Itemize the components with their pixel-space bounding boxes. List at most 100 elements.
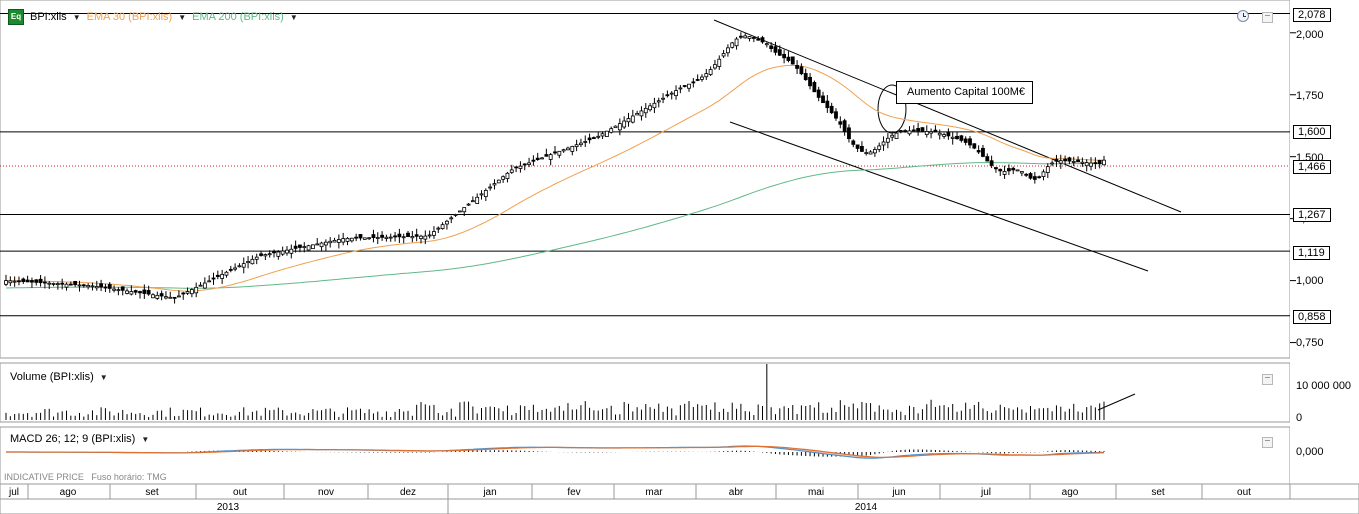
candle-body <box>1054 159 1059 162</box>
candle-body <box>1050 162 1055 165</box>
candle-body <box>233 267 238 270</box>
candle-body <box>436 227 441 230</box>
candle-body <box>860 145 864 152</box>
macd-tick: 0,000 <box>1296 446 1324 458</box>
candle-body <box>933 129 938 133</box>
candle-body <box>968 138 972 146</box>
candle-body <box>639 110 644 117</box>
candle-body <box>94 286 99 289</box>
candle-body <box>68 283 73 286</box>
candle-body <box>924 131 929 136</box>
candle-body <box>808 76 812 87</box>
month-label: jul <box>980 487 991 498</box>
candle-body <box>617 123 622 131</box>
window-restore-icon[interactable] <box>1262 12 1273 23</box>
lower-trendline[interactable] <box>729 121 1149 272</box>
candle-body <box>708 69 713 75</box>
candle-body <box>107 284 112 289</box>
ema30-label[interactable]: EMA 30 (BPI:xlis) <box>86 11 173 23</box>
candle-body <box>1024 173 1029 176</box>
candle-body <box>635 113 640 116</box>
volume-dropdown-icon[interactable]: ▼ <box>99 372 108 382</box>
candle-body <box>600 133 605 137</box>
upper-trendline[interactable] <box>713 19 1182 213</box>
candle-body <box>609 128 614 133</box>
candle-body <box>112 288 116 291</box>
candle-body <box>842 120 847 132</box>
candle-body <box>522 163 527 166</box>
candle-body <box>989 160 994 166</box>
annotation-box[interactable]: Aumento Capital 100M€ <box>896 81 1033 104</box>
candle-body <box>626 118 631 123</box>
volume-restore-icon[interactable] <box>1262 374 1273 385</box>
candle-body <box>168 296 173 299</box>
candle-body <box>756 38 761 41</box>
candle-body <box>898 130 903 133</box>
clock-icon[interactable] <box>1237 10 1249 22</box>
candle-body <box>955 135 959 140</box>
candle-body <box>1080 161 1085 164</box>
symbol-label[interactable]: BPI:xlis <box>30 11 67 23</box>
ema200-dropdown-icon[interactable]: ▼ <box>289 12 298 22</box>
candle-body <box>972 143 977 149</box>
candle-body <box>553 151 557 154</box>
candle-body <box>457 210 462 213</box>
candle-body <box>129 291 134 295</box>
ema30-dropdown-icon[interactable]: ▼ <box>178 12 187 22</box>
candle-body <box>272 251 276 254</box>
candle-body <box>514 166 518 169</box>
candle-body <box>345 237 350 242</box>
volume-bars <box>5 364 1105 420</box>
candle-body <box>700 76 704 80</box>
candle-body <box>812 82 817 93</box>
price-tick: 2,000 <box>1296 29 1324 41</box>
candle-body <box>470 200 475 203</box>
candle-body <box>47 282 52 285</box>
candle-body <box>34 279 39 283</box>
candle-body <box>531 159 536 162</box>
candle-body <box>341 238 346 243</box>
candle-body <box>864 152 869 155</box>
candle-body <box>462 207 467 213</box>
macd-pane[interactable] <box>0 426 1291 485</box>
macd-label[interactable]: MACD 26; 12; 9 (BPI:xlis) <box>10 433 136 445</box>
candle-body <box>1002 171 1007 175</box>
candle-body <box>185 291 190 294</box>
candle-body <box>1028 173 1033 179</box>
candle-body <box>246 261 250 264</box>
candle-body <box>574 144 579 148</box>
volume-label[interactable]: Volume (BPI:xlis) <box>10 371 94 383</box>
month-label: mai <box>807 487 825 498</box>
candle-body <box>713 64 717 69</box>
candlestick-series <box>4 32 1106 304</box>
candle-body <box>362 237 367 240</box>
year-label: 2014 <box>854 502 878 513</box>
symbol-dropdown-icon[interactable]: ▼ <box>72 12 81 22</box>
macd-restore-icon[interactable] <box>1262 437 1273 448</box>
candle-body <box>777 49 782 56</box>
candle-body <box>164 296 168 299</box>
candle-body <box>929 131 933 134</box>
candle-body <box>393 235 397 238</box>
ema200-label[interactable]: EMA 200 (BPI:xlis) <box>192 11 284 23</box>
month-label: fev <box>567 487 581 498</box>
candle-body <box>751 37 756 39</box>
volume-pane[interactable] <box>0 362 1291 423</box>
price-tick: 0,750 <box>1296 337 1324 349</box>
candle-body <box>43 281 47 284</box>
candle-body <box>769 45 774 49</box>
candle-body <box>1006 168 1011 172</box>
candle-body <box>17 280 21 283</box>
month-label: jan <box>483 487 497 498</box>
volume-pane-header: Volume (BPI:xlis) ▼ <box>10 371 108 383</box>
candle-body <box>1093 162 1098 165</box>
volume-tick: 10 000 000 <box>1296 380 1352 392</box>
price-pane[interactable] <box>0 0 1291 359</box>
candle-body <box>570 145 575 152</box>
candle-body <box>885 137 890 143</box>
price-level-badge: 1,119 <box>1293 246 1330 260</box>
candle-body <box>786 56 791 61</box>
candle-body <box>829 105 834 114</box>
macd-dropdown-icon[interactable]: ▼ <box>141 434 150 444</box>
